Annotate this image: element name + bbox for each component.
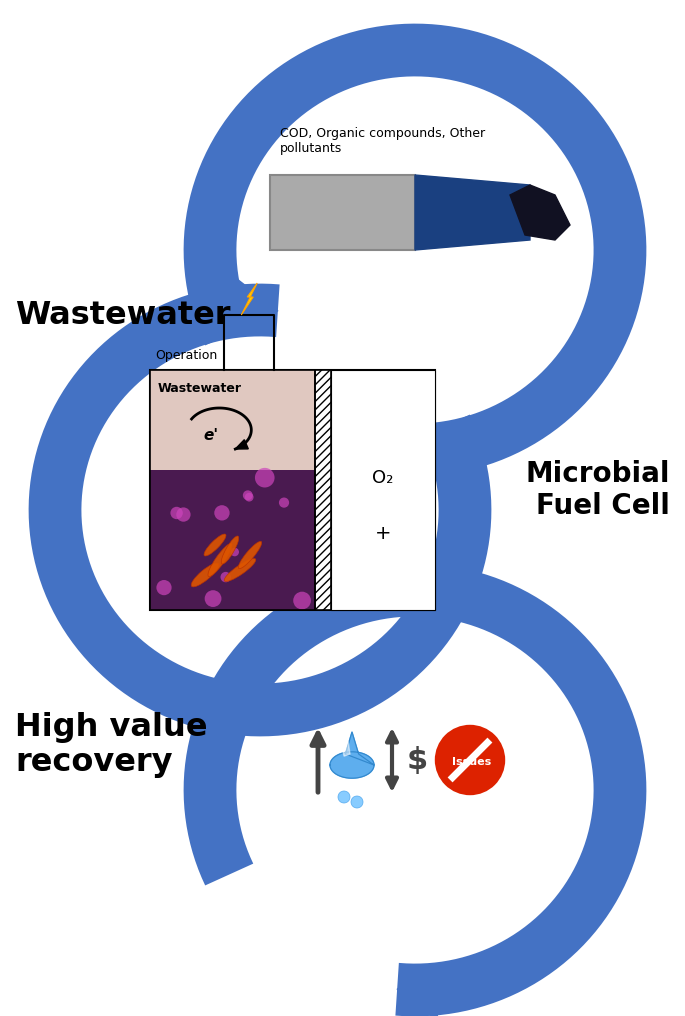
Text: $: $ — [407, 746, 428, 774]
FancyBboxPatch shape — [331, 370, 435, 610]
FancyBboxPatch shape — [150, 470, 315, 610]
Circle shape — [351, 796, 363, 808]
FancyBboxPatch shape — [150, 370, 435, 610]
Polygon shape — [397, 964, 441, 1016]
FancyBboxPatch shape — [270, 175, 415, 250]
Text: e': e' — [204, 428, 219, 443]
Text: Issues: Issues — [452, 757, 492, 767]
Circle shape — [230, 548, 239, 557]
Circle shape — [176, 507, 190, 521]
Ellipse shape — [208, 544, 232, 577]
Circle shape — [255, 467, 275, 488]
Ellipse shape — [204, 534, 226, 556]
Text: COD, Organic compounds, Other
pollutants: COD, Organic compounds, Other pollutants — [280, 127, 485, 155]
FancyBboxPatch shape — [150, 370, 315, 610]
Circle shape — [338, 791, 350, 803]
Text: O₂: O₂ — [373, 469, 394, 487]
Circle shape — [243, 491, 253, 500]
Circle shape — [432, 722, 508, 798]
Circle shape — [171, 507, 183, 519]
Circle shape — [279, 498, 289, 508]
Ellipse shape — [224, 559, 256, 581]
Polygon shape — [379, 426, 425, 482]
Circle shape — [245, 493, 253, 502]
Ellipse shape — [191, 563, 219, 587]
Ellipse shape — [221, 536, 238, 564]
Text: +: + — [375, 523, 391, 543]
Text: Wastewater: Wastewater — [15, 300, 230, 330]
Polygon shape — [330, 732, 374, 778]
Polygon shape — [241, 283, 258, 315]
Text: Wastewater: Wastewater — [158, 382, 242, 395]
Polygon shape — [342, 741, 350, 756]
Polygon shape — [236, 440, 248, 449]
FancyBboxPatch shape — [315, 370, 331, 610]
Circle shape — [214, 505, 229, 520]
Polygon shape — [415, 175, 530, 250]
Circle shape — [205, 590, 221, 607]
Polygon shape — [510, 185, 570, 240]
Circle shape — [221, 572, 231, 582]
Text: Operation: Operation — [155, 350, 217, 362]
Text: Microbial
Fuel Cell: Microbial Fuel Cell — [525, 460, 670, 520]
Polygon shape — [234, 279, 278, 335]
Text: High value
recovery: High value recovery — [15, 711, 208, 778]
Circle shape — [156, 580, 172, 595]
Ellipse shape — [238, 542, 262, 569]
Circle shape — [293, 591, 311, 610]
